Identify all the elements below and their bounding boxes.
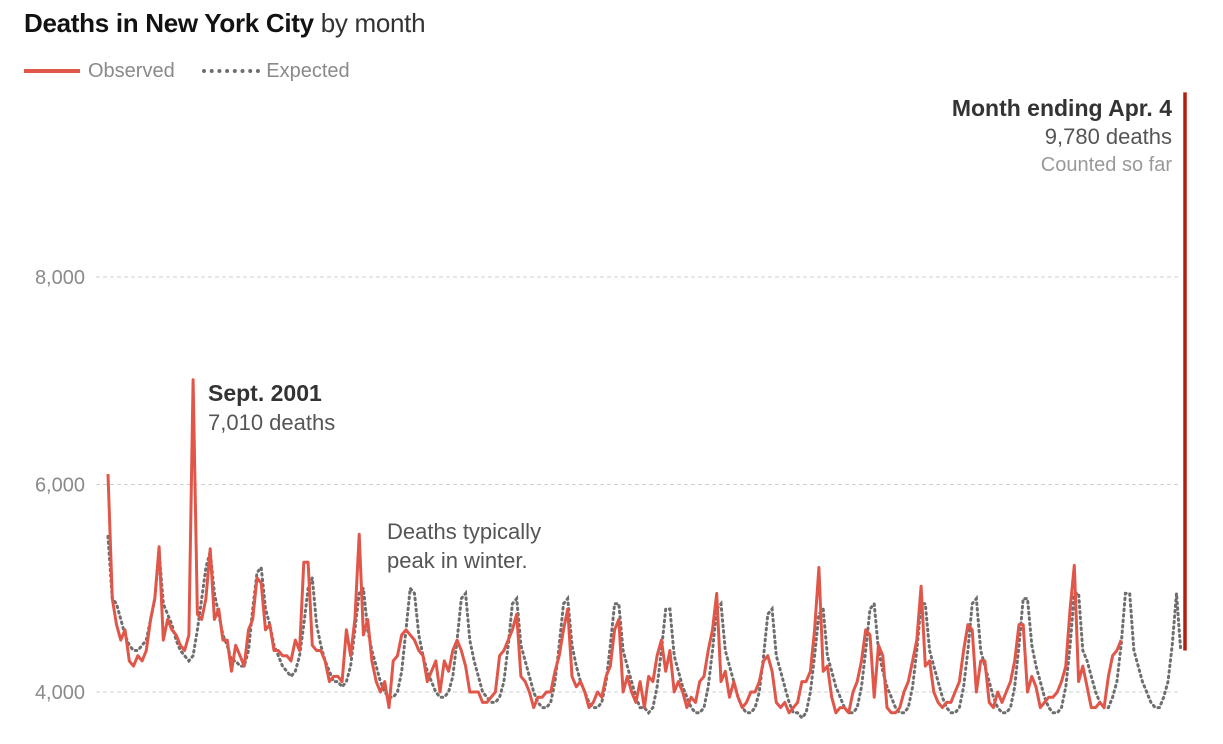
annotation-apr4-value: 9,780 deaths — [1045, 124, 1172, 149]
chart-title-bold: Deaths in New York City — [24, 8, 314, 38]
series — [106, 378, 1183, 721]
legend: Observed Expected — [24, 56, 372, 82]
annotation-sept2001-title: Sept. 2001 — [208, 380, 322, 406]
y-tick-label: 4,000 — [35, 682, 85, 704]
legend-observed: Observed — [24, 60, 175, 83]
annotation-apr4-title: Month ending Apr. 4 — [952, 95, 1172, 121]
chart-title-rest: by month — [313, 8, 426, 38]
annotation-winter-line1: Deaths typically — [387, 519, 541, 544]
legend-expected: Expected — [202, 59, 350, 83]
legend-observed-swatch — [24, 69, 80, 73]
legend-observed-label: Observed — [88, 59, 175, 82]
y-tick-label: 6,000 — [35, 475, 85, 497]
legend-expected-swatch — [202, 69, 261, 73]
series-line-observed — [106, 378, 1123, 715]
y-tick-label: 8,000 — [35, 267, 85, 289]
annotation-winter-line2: peak in winter. — [387, 548, 528, 573]
annotation-apr4-note: Counted so far — [1041, 154, 1173, 176]
legend-expected-label: Expected — [266, 59, 350, 82]
chart-title: Deaths in New York City by month — [24, 8, 426, 39]
annotation-sept2001-value: 7,010 deaths — [208, 410, 335, 435]
y-axis-ticks: 4,000 6,000 8,000 — [35, 267, 85, 704]
